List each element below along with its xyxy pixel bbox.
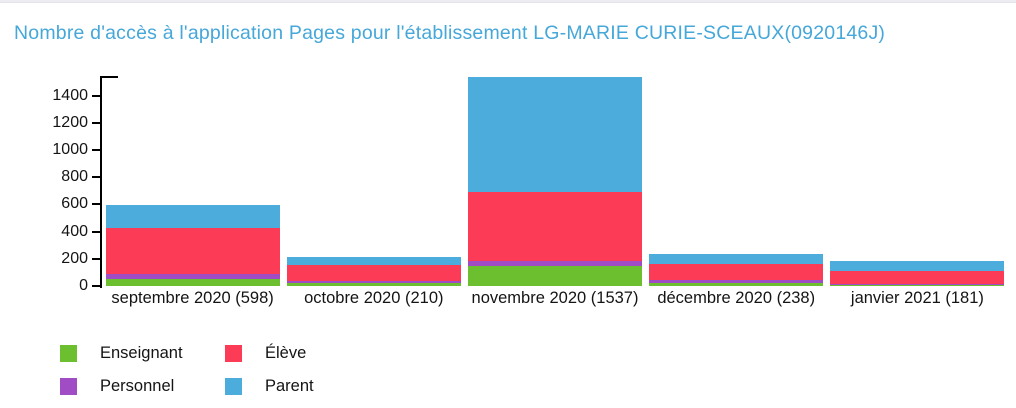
bar-segment-eleve[interactable] <box>649 264 824 280</box>
legend: Enseignant Élève Personnel Parent <box>60 344 314 395</box>
y-axis-tick-label: 0 <box>79 277 88 294</box>
bar-segment-parent[interactable] <box>649 253 824 265</box>
bar-segment-personnel[interactable] <box>649 279 824 283</box>
y-axis-tick <box>92 230 100 233</box>
y-axis-tick <box>92 94 100 97</box>
y-axis-tick <box>92 121 100 124</box>
bar-stack <box>830 261 1005 286</box>
bar-segment-eleve[interactable] <box>105 228 280 275</box>
y-axis-tick <box>92 285 100 287</box>
bar-column <box>827 76 1008 286</box>
legend-item-label: Enseignant <box>100 343 183 362</box>
bar-segment-parent[interactable] <box>105 204 280 229</box>
x-axis-label: décembre 2020 (238) <box>657 289 816 307</box>
y-axis-tick-label: 200 <box>61 249 88 267</box>
bar-segment-parent[interactable] <box>468 77 642 192</box>
bar-segment-parent[interactable] <box>830 261 1005 271</box>
legend-swatch-eleve <box>225 344 242 362</box>
bar-segment-personnel[interactable] <box>286 280 461 284</box>
x-axis-labels: septembre 2020 (598) octobre 2020 (210) no… <box>102 289 1008 308</box>
y-axis-tick <box>92 257 100 260</box>
x-axis-label: janvier 2021 (181) <box>850 289 984 307</box>
bar-segment-enseignant[interactable] <box>105 279 280 286</box>
bar-stack <box>468 77 642 286</box>
bars-row <box>102 76 1008 286</box>
bar-stack <box>105 204 280 286</box>
legend-item: Enseignant <box>60 344 225 362</box>
stacked-bar-chart: 0 200 400 600 800 1000 1200 1400 <box>52 76 1008 294</box>
legend-swatch-enseignant <box>60 344 77 362</box>
x-axis-label: octobre 2020 (210) <box>304 289 444 307</box>
legend-item: Élève <box>225 344 314 362</box>
bar-column <box>646 76 827 286</box>
bar-column <box>283 76 464 286</box>
y-axis-tick <box>92 149 100 152</box>
y-axis-top-tick <box>100 76 118 78</box>
legend-item-label: Élève <box>265 343 307 362</box>
y-axis <box>100 76 102 288</box>
bar-segment-enseignant[interactable] <box>830 284 1005 286</box>
bar-segment-eleve[interactable] <box>830 270 1005 285</box>
bar-stack <box>286 257 461 286</box>
chart-title: Nombre d'accès à l'application Pages pou… <box>14 22 886 44</box>
bar-segment-eleve[interactable] <box>286 264 461 281</box>
legend-item: Parent <box>225 377 314 395</box>
y-axis-tick-label: 1400 <box>52 86 88 104</box>
bar-column <box>102 76 283 286</box>
bar-segment-parent[interactable] <box>286 257 461 265</box>
x-axis-label: septembre 2020 (598) <box>111 289 274 307</box>
bar-segment-enseignant[interactable] <box>286 283 461 286</box>
legend-item-label: Parent <box>265 376 314 395</box>
y-axis-tick-label: 400 <box>61 222 88 240</box>
legend-swatch-personnel <box>60 377 77 395</box>
legend-item-label: Personnel <box>100 376 175 395</box>
bar-segment-enseignant[interactable] <box>468 266 642 286</box>
x-axis-label: novembre 2020 (1537) <box>471 289 639 307</box>
y-axis-tick <box>92 203 100 206</box>
y-axis-tick <box>92 176 100 179</box>
bar-segment-personnel[interactable] <box>468 260 642 267</box>
bar-segment-personnel[interactable] <box>105 274 280 280</box>
bar-column <box>464 76 645 286</box>
bar-segment-eleve[interactable] <box>468 191 642 261</box>
top-border-band <box>0 0 1016 3</box>
y-axis-tick-label: 1000 <box>52 141 88 159</box>
legend-swatch-parent <box>225 377 242 395</box>
y-axis-tick-label: 1200 <box>52 113 88 131</box>
bar-stack <box>649 253 824 286</box>
bar-segment-enseignant[interactable] <box>649 282 824 286</box>
y-axis-tick-label: 800 <box>61 168 88 186</box>
legend-item: Personnel <box>60 377 225 395</box>
y-axis-tick-label: 600 <box>61 195 88 213</box>
